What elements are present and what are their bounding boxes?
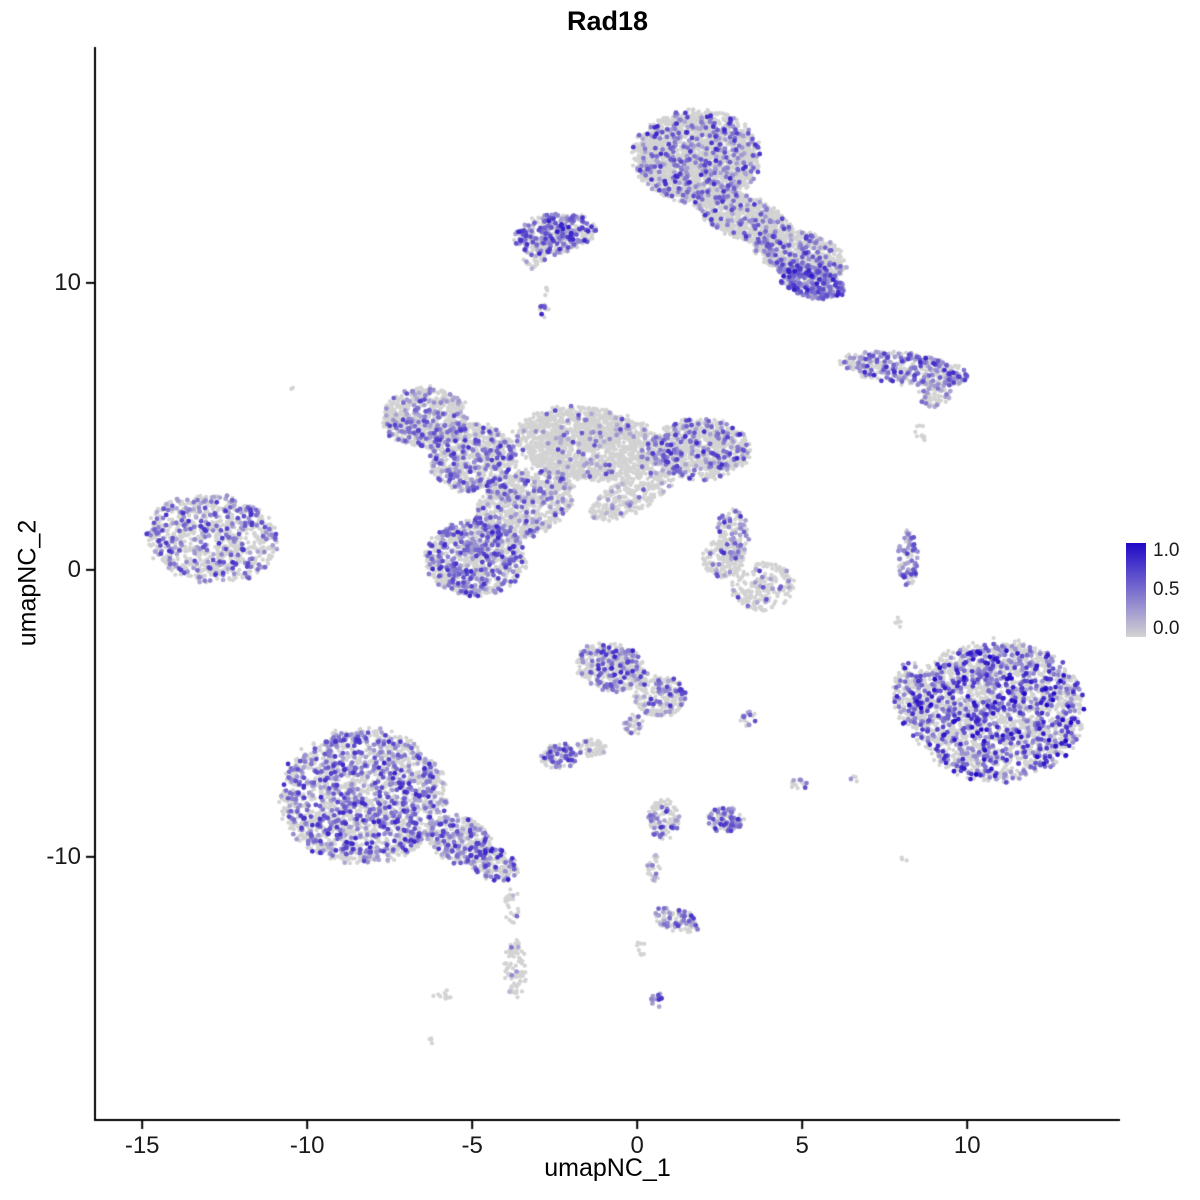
y-tick-label: -10 [46,842,81,870]
legend-tick-label: 0.5 [1153,579,1180,600]
legend-tick-label: 0.0 [1153,618,1180,639]
y-tick-label: 10 [54,268,81,296]
x-tick-label: 0 [630,1132,644,1159]
legend-gradient-bar [1126,543,1146,637]
x-axis-label: umapNC_1 [544,1154,671,1182]
legend: 1.0 0.5 0.0 [1126,540,1191,639]
x-tick-label: -10 [289,1132,325,1159]
legend-tick-label: 1.0 [1153,540,1180,561]
x-tick-label: -5 [461,1132,483,1159]
y-tick-label: 0 [67,555,81,583]
x-tick-label: 5 [795,1132,809,1159]
plot-title: Rad18 [566,6,649,36]
x-tick-label: -15 [124,1132,160,1159]
x-tick-label: 10 [953,1132,981,1159]
